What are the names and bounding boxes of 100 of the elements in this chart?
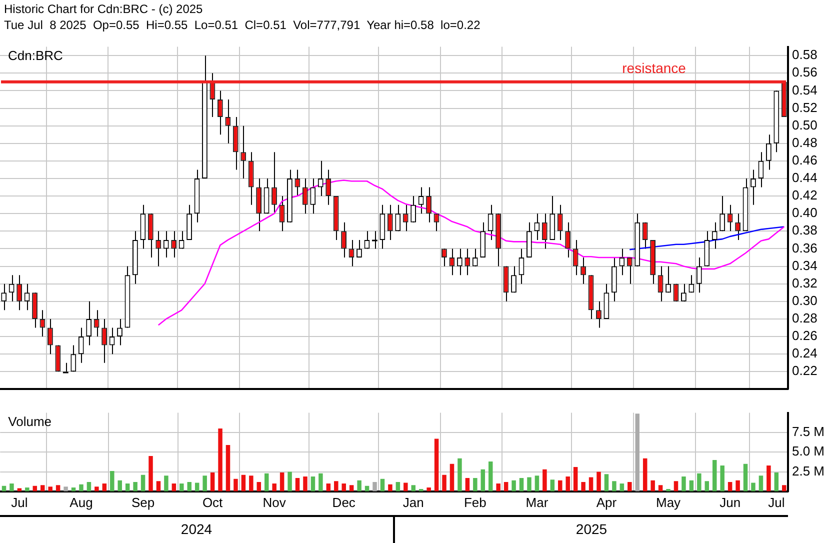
candlestick	[310, 178, 316, 214]
bar	[125, 484, 130, 492]
candlestick	[387, 204, 393, 240]
bar	[148, 456, 153, 492]
bar	[272, 484, 276, 492]
candlestick	[395, 204, 401, 232]
bar	[628, 482, 632, 492]
candlestick	[727, 204, 733, 232]
bar	[133, 482, 138, 492]
y-tick-label: 0.42	[792, 188, 818, 203]
candlestick	[70, 344, 76, 372]
candlestick	[449, 248, 455, 276]
x-tick-label: Aug	[70, 494, 93, 510]
candlestick	[434, 213, 440, 232]
bar	[79, 484, 84, 492]
bar	[210, 472, 215, 492]
candlestick	[511, 266, 516, 294]
candlestick	[542, 213, 548, 250]
bar	[658, 485, 663, 492]
candlestick	[272, 152, 277, 214]
bar	[118, 480, 122, 492]
bar	[736, 480, 740, 492]
candlestick	[565, 222, 571, 258]
candlestick	[464, 248, 470, 276]
y-tick-label: 0.30	[792, 292, 818, 308]
candlestick	[426, 186, 432, 223]
bar	[94, 486, 99, 492]
bar	[728, 482, 732, 492]
bar	[411, 485, 416, 492]
bar	[689, 480, 694, 492]
bar	[164, 476, 168, 492]
y-tick-label: 0.32	[792, 275, 818, 290]
candlestick	[712, 222, 718, 250]
candlestick	[326, 169, 332, 206]
bar	[388, 484, 392, 492]
x-tick-label: Feb	[464, 494, 486, 510]
bar	[442, 474, 446, 492]
bar	[288, 472, 292, 492]
candlestick	[619, 248, 625, 276]
candlestick	[534, 213, 540, 240]
bar	[249, 476, 254, 492]
candlestick	[402, 204, 408, 232]
bar	[426, 487, 431, 492]
x-tick-label: Jun	[720, 494, 741, 510]
candlestick	[735, 213, 740, 240]
x-tick-label: Dec	[332, 494, 356, 510]
candlestick	[94, 310, 100, 338]
y-tick-label: 0.40	[792, 205, 818, 220]
bar	[620, 484, 624, 492]
candlestick	[572, 239, 578, 276]
bar	[180, 484, 184, 492]
candlestick	[102, 318, 107, 364]
bar	[712, 460, 717, 492]
bar	[542, 469, 547, 492]
candlestick	[62, 362, 70, 374]
y-tick-label: 0.24	[792, 346, 818, 361]
candlestick	[156, 230, 162, 267]
y-tick-label: 0.34	[792, 258, 818, 273]
y-tick-label: 0.48	[792, 134, 818, 150]
candlestick	[418, 186, 424, 214]
bar	[102, 484, 107, 492]
bar	[782, 485, 786, 492]
y-tick-label: 0.54	[792, 82, 818, 98]
candlestick	[696, 257, 702, 294]
bar	[588, 477, 594, 492]
bar	[48, 486, 52, 492]
y-tick-label: 0.56	[792, 64, 818, 80]
bar	[349, 485, 354, 492]
bar	[534, 476, 540, 492]
bar	[202, 476, 207, 492]
bar	[110, 470, 114, 492]
candlestick	[8, 274, 14, 302]
candlestick	[16, 274, 22, 311]
candlestick	[410, 196, 416, 223]
bar	[697, 473, 702, 492]
bar	[404, 482, 408, 492]
bar	[172, 484, 176, 492]
bar	[156, 481, 161, 492]
x-tick-label: Jul	[768, 494, 785, 510]
candlestick	[78, 327, 84, 364]
y-tick-label: 0.26	[792, 328, 818, 344]
y-tick-label: 0.50	[792, 117, 818, 132]
bar	[318, 473, 323, 492]
x-tick-label: May	[656, 494, 682, 510]
bar	[635, 414, 640, 492]
y-tick-label: 0.52	[792, 100, 818, 115]
candlestick	[302, 178, 308, 214]
bar	[504, 482, 508, 492]
candlestick	[456, 248, 462, 276]
bar	[434, 438, 439, 492]
bar	[581, 482, 586, 492]
x-tick-label: Jan	[402, 494, 424, 510]
candlestick	[557, 204, 563, 240]
x-tick-label: Apr	[596, 494, 618, 510]
bar	[488, 462, 493, 492]
bar	[751, 482, 756, 492]
bar	[396, 482, 400, 492]
annotation: Cdn:BRC	[8, 48, 63, 63]
candlestick	[240, 125, 246, 179]
y-tick-label: 0.38	[792, 222, 818, 238]
